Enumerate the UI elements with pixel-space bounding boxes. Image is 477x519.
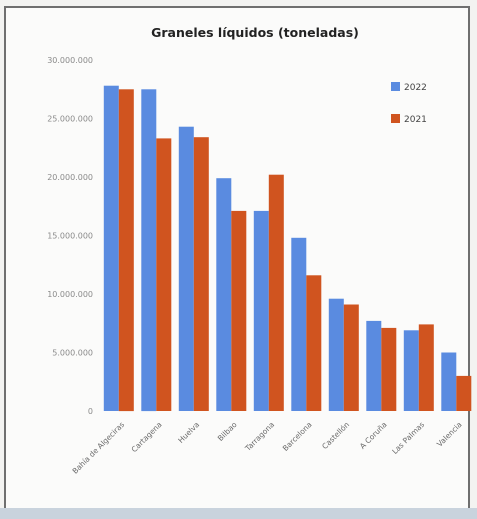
x-category-label: Valencia	[435, 420, 464, 449]
legend-label-2022: 2022	[404, 83, 427, 93]
y-tick-label: 25.000.000	[47, 115, 93, 124]
bar-2021-1	[156, 138, 172, 411]
bars	[103, 85, 472, 412]
bar-2022-9	[441, 352, 457, 411]
bar-2022-2	[178, 126, 194, 411]
x-category-label: Castellón	[320, 420, 351, 451]
bar-2021-5	[306, 275, 322, 411]
bar-2022-7	[366, 320, 382, 411]
bar-2022-6	[328, 298, 344, 411]
y-tick-label: 30.000.000	[47, 56, 93, 65]
x-category-label: A Coruña	[358, 420, 389, 451]
bar-2021-6	[343, 304, 359, 411]
bar-2021-3	[231, 210, 247, 411]
bar-2021-7	[381, 327, 397, 411]
chart-title: Graneles líquidos (toneladas)	[151, 25, 359, 40]
bar-2022-3	[216, 178, 232, 411]
x-axis-categories: Bahía de Algeciras Cartagena Huelva Bilbao T…	[71, 420, 464, 476]
bar-2021-8	[418, 324, 434, 411]
y-tick-label: 15.000.000	[47, 232, 93, 241]
bar-2022-1	[141, 89, 157, 412]
y-tick-label: 20.000.000	[47, 173, 93, 182]
legend-swatch-2021	[391, 114, 400, 123]
bar-2021-9	[456, 375, 472, 411]
bar-2022-4	[253, 210, 269, 411]
x-category-label: Bahía de Algeciras	[71, 420, 127, 476]
bar-2021-4	[268, 174, 284, 411]
y-tick-label: 10.000.000	[47, 290, 93, 299]
bar-2021-2	[193, 137, 209, 411]
scan-edge	[0, 508, 477, 519]
bar-2022-0	[103, 85, 119, 411]
legend-label-2021: 2021	[404, 115, 427, 125]
x-category-label: Bilbao	[216, 420, 239, 443]
x-category-label: Barcelona	[281, 420, 314, 453]
bar-2021-0	[118, 89, 134, 412]
bar-2022-5	[291, 237, 307, 411]
y-tick-label: 0	[88, 407, 93, 416]
x-category-label: Tarragona	[243, 420, 276, 453]
legend: 2022 2021	[391, 82, 427, 125]
y-tick-label: 5.000.000	[52, 349, 93, 358]
legend-swatch-2022	[391, 82, 400, 91]
x-category-label: Las Palmas	[390, 420, 426, 456]
x-category-label: Huelva	[176, 420, 201, 445]
x-category-label: Cartagena	[130, 420, 164, 454]
bar-2022-8	[403, 330, 419, 411]
y-axis-ticks: 0 5.000.000 10.000.000 15.000.000 20.000.000…	[47, 56, 93, 416]
